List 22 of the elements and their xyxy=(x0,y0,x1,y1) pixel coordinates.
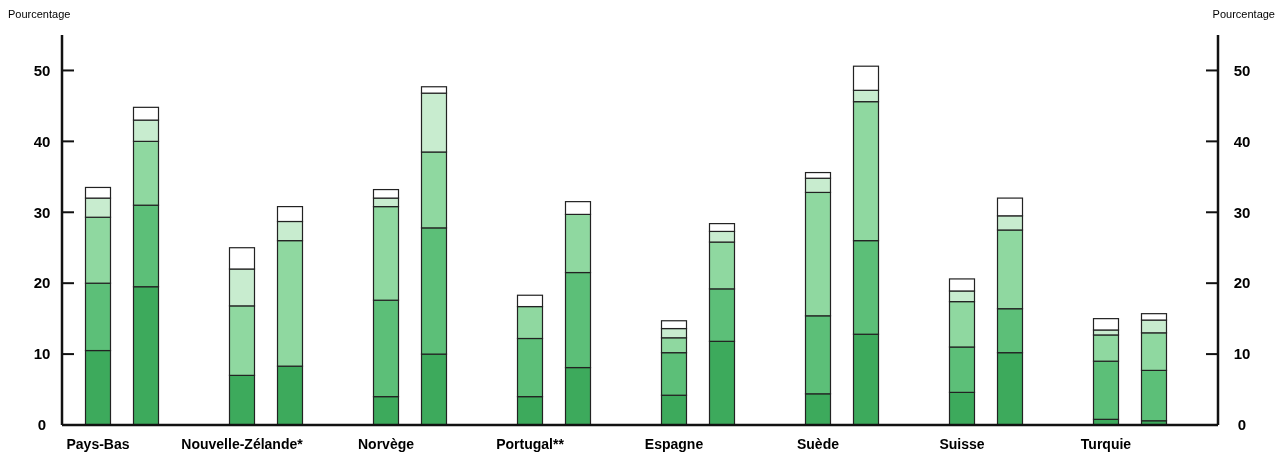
x-tick-label: Portugal** xyxy=(496,436,565,452)
y-axis-title: Pourcentage xyxy=(8,8,71,20)
y-tick-label: 20 xyxy=(33,274,51,292)
y2-tick-label: 50 xyxy=(1233,61,1251,79)
x-tick-label: Espagne xyxy=(644,436,704,452)
x-tick-label: Pays-Bas xyxy=(66,436,130,452)
y2-tick-label: 20 xyxy=(1233,274,1251,292)
y2-tick-label: 40 xyxy=(1233,132,1251,150)
x-tick-label: Norvège xyxy=(357,436,415,452)
y-tick-label: 10 xyxy=(33,345,51,363)
y-tick-label: 50 xyxy=(33,61,51,79)
x-tick-label: Turquie xyxy=(1080,436,1132,452)
y-tick-label: 40 xyxy=(33,132,51,150)
y-tick-label: 30 xyxy=(33,203,51,221)
x-tick-label: Suisse xyxy=(939,436,985,452)
y2-tick-label: 10 xyxy=(1233,345,1251,363)
x-tick-label: Suède xyxy=(796,436,840,452)
y2-tick-label: 0 xyxy=(1237,416,1247,434)
y2-tick-label: 30 xyxy=(1233,203,1251,221)
y-tick-label: 0 xyxy=(37,416,47,434)
y2-axis-title: Pourcentage xyxy=(1212,8,1275,20)
x-tick-label: Nouvelle-Zélande* xyxy=(181,436,304,452)
